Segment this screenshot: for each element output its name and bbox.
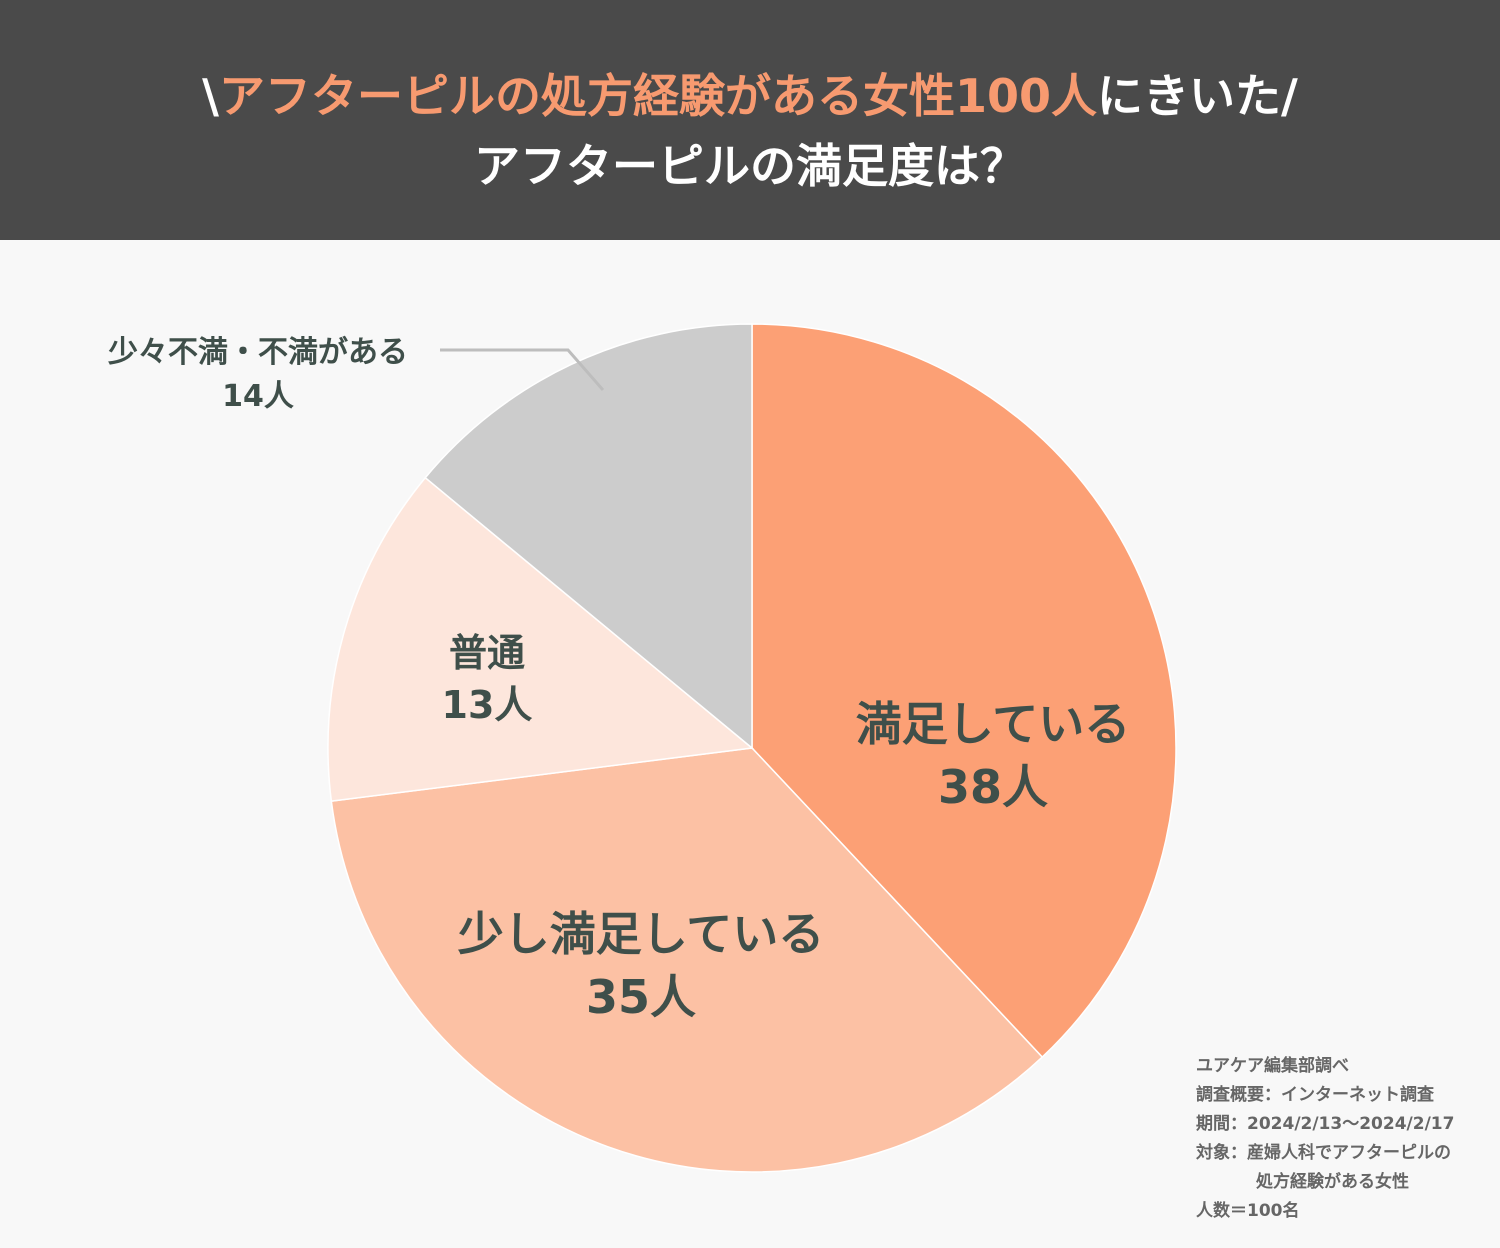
title-line-2: アフターピルの満足度は？ xyxy=(474,139,1026,193)
slice-value-label: 35人 xyxy=(586,970,696,1024)
footnote-line: ユアケア編集部調べ xyxy=(1196,1056,1349,1076)
pie-slice xyxy=(327,476,754,802)
footnote-line: 調査概要：インターネット調査 xyxy=(1196,1085,1434,1105)
title-accent: アフターピルの処方経験がある女性100人 xyxy=(218,69,1098,123)
header-banner: \アフターピルの処方経験がある女性100人にきいた/ アフターピルの満足度は？ xyxy=(0,0,1500,240)
pie-slices xyxy=(327,323,1177,1173)
slice-label: 普通 xyxy=(449,631,525,675)
slice-value-label: 38人 xyxy=(938,760,1048,814)
slice-value-label: 14人 xyxy=(222,379,294,414)
pie-slice xyxy=(424,323,753,750)
slice-label: 少々不満・不満がある xyxy=(108,335,408,370)
footnote: ユアケア編集部調べ 調査概要：インターネット調査 期間：2024/2/13〜20… xyxy=(1196,1052,1454,1226)
footnote-line: 処方経験がある女性 xyxy=(1256,1172,1409,1192)
slice-label: 満足している xyxy=(856,697,1131,751)
pie-slice xyxy=(751,323,1177,1059)
title-prefix: \ xyxy=(202,69,219,123)
pie-slice xyxy=(330,747,1044,1173)
slice-value-label: 13人 xyxy=(442,683,533,727)
title-line-1: \アフターピルの処方経験がある女性100人にきいた/ xyxy=(0,60,1500,126)
slice-label: 少し満足している xyxy=(458,907,825,961)
footnote-line: 対象：産婦人科でアフターピルの xyxy=(1196,1143,1451,1163)
leader-line xyxy=(440,348,605,391)
title-suffix: にきいた/ xyxy=(1097,69,1298,123)
footnote-line: 期間：2024/2/13〜2024/2/17 xyxy=(1196,1114,1455,1134)
footnote-line: 人数＝100名 xyxy=(1196,1201,1300,1221)
